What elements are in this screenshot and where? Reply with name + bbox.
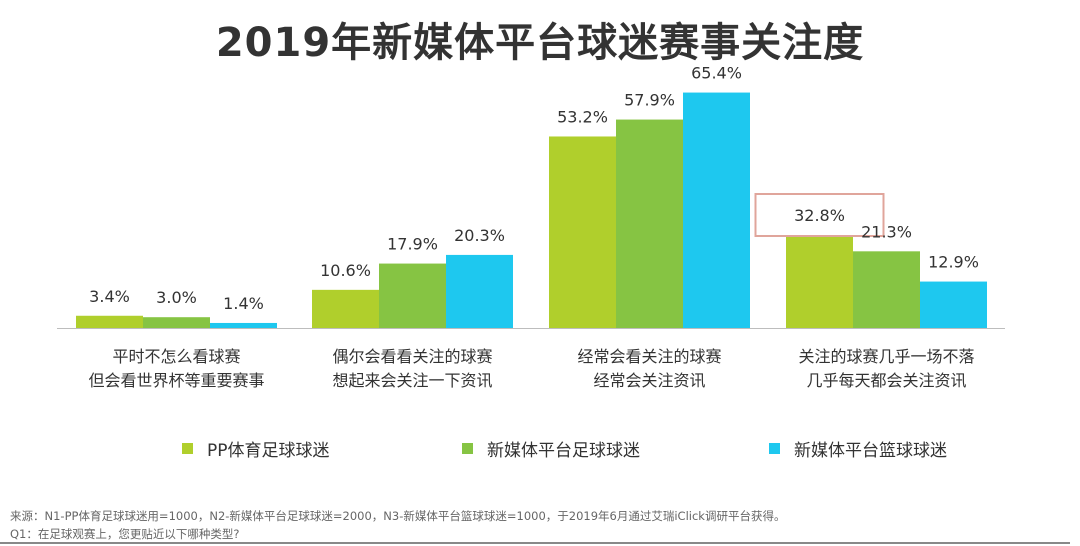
category-label: 想起来会关注一下资讯 bbox=[332, 371, 492, 390]
highlight-box bbox=[754, 193, 885, 237]
legend-item-pp-football: PP体育足球球迷 bbox=[182, 436, 330, 461]
data-label: 3.4% bbox=[89, 287, 130, 306]
data-label: 3.0% bbox=[156, 288, 197, 307]
category-label: 经常会关注资讯 bbox=[593, 371, 705, 390]
bar bbox=[312, 289, 379, 328]
data-label: 57.9% bbox=[624, 91, 675, 110]
bar bbox=[76, 315, 143, 328]
data-label: 12.9% bbox=[928, 253, 979, 272]
legend-swatch bbox=[182, 443, 193, 454]
footnote-source: 来源：N1-PP体育足球球迷用=1000，N2-新媒体平台足球球迷=2000，N… bbox=[10, 509, 786, 523]
footnote-question: Q1：在足球观赛上，您更贴近以下哪种类型? bbox=[10, 527, 240, 541]
category-label: 偶尔会看看关注的球赛 bbox=[332, 347, 492, 366]
bar bbox=[446, 254, 513, 328]
legend-label: 新媒体平台足球球迷 bbox=[487, 441, 640, 461]
legend-swatch bbox=[769, 443, 780, 454]
category-label: 几乎每天都会关注资讯 bbox=[806, 371, 966, 390]
data-label: 17.9% bbox=[387, 235, 438, 254]
legend-label: PP体育足球球迷 bbox=[207, 441, 330, 461]
bar bbox=[683, 92, 750, 328]
bar bbox=[549, 136, 616, 328]
bar bbox=[379, 263, 446, 328]
footnote-divider bbox=[0, 542, 1070, 544]
legend-item-media-football: 新媒体平台足球球迷 bbox=[462, 436, 640, 461]
bar bbox=[143, 317, 210, 328]
footnote: 来源：N1-PP体育足球球迷用=1000，N2-新媒体平台足球球迷=2000，N… bbox=[10, 507, 785, 543]
category-label: 平时不怎么看球赛 bbox=[112, 347, 240, 366]
bar bbox=[210, 322, 277, 328]
bar bbox=[853, 251, 920, 328]
bar bbox=[616, 119, 683, 328]
data-label: 1.4% bbox=[223, 294, 264, 313]
category-label: 经常会看关注的球赛 bbox=[577, 347, 721, 366]
category-label: 但会看世界杯等重要赛事 bbox=[88, 371, 264, 390]
data-label: 32.8% bbox=[794, 206, 845, 225]
legend-label: 新媒体平台篮球球迷 bbox=[794, 441, 947, 461]
data-label: 53.2% bbox=[557, 107, 608, 126]
data-label: 65.4% bbox=[691, 64, 742, 83]
data-label: 20.3% bbox=[454, 226, 505, 245]
category-label: 关注的球赛几乎一场不落 bbox=[798, 347, 974, 366]
data-label: 10.6% bbox=[320, 261, 371, 280]
legend-item-media-basketball: 新媒体平台篮球球迷 bbox=[769, 436, 947, 461]
data-label: 21.3% bbox=[861, 222, 912, 241]
bar bbox=[920, 281, 987, 328]
legend-swatch bbox=[462, 443, 473, 454]
chart-title: 2019年新媒体平台球迷赛事关注度 bbox=[215, 20, 865, 66]
